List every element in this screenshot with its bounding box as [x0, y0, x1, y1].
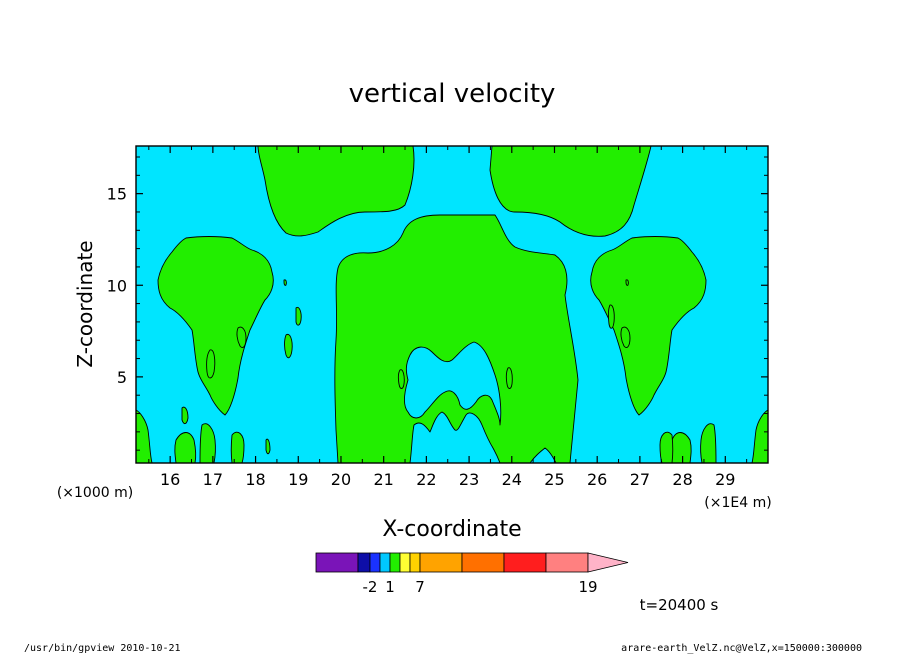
- colorbar: -2 1 7 19: [315, 552, 629, 596]
- region-small-left-2: [284, 333, 293, 359]
- colorbar-bin: [389, 552, 401, 573]
- region-small-center: [397, 369, 405, 389]
- y-axis-label: Z-coordinate: [73, 240, 97, 367]
- region-bottom-left-2: [174, 432, 197, 464]
- colorbar-extend-arrow: [587, 552, 629, 573]
- region-upper-left: [257, 145, 415, 237]
- region-small-right-2: [625, 279, 629, 286]
- x-tick-label: 18: [245, 470, 265, 489]
- x-unit-right: (×1E4 m): [704, 495, 771, 511]
- colorbar-bins: [315, 552, 629, 573]
- y-axis-ticks: 5 10 15: [107, 156, 768, 451]
- plot-area: 5 10 15 16 17 18 19 20 21 22 23 24 25 26 27 28 29: [107, 145, 769, 489]
- x-tick-label: 24: [502, 470, 522, 489]
- x-tick-label: 21: [373, 470, 393, 489]
- y-tick-label: 15: [107, 185, 127, 204]
- region-small-right-4: [505, 367, 513, 389]
- x-tick-label: 20: [331, 470, 351, 489]
- region-small-right-1: [607, 304, 615, 329]
- colorbar-labels: -2 1 7 19: [363, 578, 598, 596]
- x-tick-label: 23: [459, 470, 479, 489]
- colorbar-bin: [461, 552, 505, 573]
- region-left-lobe: [157, 236, 274, 416]
- x-unit-left: (×1000 m): [57, 485, 133, 501]
- region-upper-right: [489, 145, 652, 237]
- colorbar-label: 7: [415, 578, 425, 596]
- colorbar-bin: [409, 552, 421, 573]
- region-small-left-3: [295, 306, 302, 326]
- region-bottom-right-4: [659, 431, 674, 464]
- x-tick-label: 28: [672, 470, 692, 489]
- colorbar-bin: [545, 552, 589, 573]
- colorbar-bin: [357, 552, 371, 573]
- region-bottom-right-2: [669, 432, 692, 464]
- colorbar-bin: [379, 552, 391, 573]
- region-right-lobe: [590, 236, 707, 416]
- colorbar-bin: [399, 552, 411, 573]
- region-small-left-5: [265, 438, 271, 455]
- x-tick-label: 17: [203, 470, 223, 489]
- x-tick-label: 16: [160, 470, 180, 489]
- region-bottom-right-3: [700, 423, 717, 464]
- x-tick-label: 25: [544, 470, 564, 489]
- region-bottom-left-3: [199, 423, 216, 464]
- region-small-left-6: [283, 279, 287, 286]
- colorbar-bin: [369, 552, 381, 573]
- colorbar-label: 19: [578, 578, 597, 596]
- footer-right: arare-earth_VelZ.nc@VelZ,x=150000:300000: [621, 643, 862, 654]
- colorbar-bin: [503, 552, 547, 573]
- y-tick-label: 10: [107, 276, 127, 295]
- colorbar-bin: [315, 552, 359, 573]
- x-tick-label: 19: [288, 470, 308, 489]
- region-small-right-3: [620, 326, 631, 349]
- chart-title: vertical velocity: [349, 79, 556, 109]
- x-tick-label: 29: [715, 470, 735, 489]
- region-central-body: [334, 214, 579, 464]
- colorbar-label: -2: [363, 578, 378, 596]
- region-bottom-left-5: [181, 406, 189, 425]
- region-small-left-4: [206, 349, 216, 379]
- y-tick-label: 5: [117, 368, 127, 387]
- contour-regions: [135, 145, 769, 464]
- x-axis-label: X-coordinate: [382, 517, 521, 542]
- time-label: t=20400 s: [640, 596, 719, 614]
- colorbar-bin: [419, 552, 463, 573]
- region-bottom-left-4: [230, 431, 245, 464]
- x-tick-label: 26: [587, 470, 607, 489]
- region-small-left-1: [236, 326, 247, 349]
- x-tick-label: 27: [630, 470, 650, 489]
- plot-frame: [135, 145, 769, 464]
- footer-left: /usr/bin/gpview 2010-10-21: [24, 643, 181, 654]
- x-axis-ticks: 16 17 18 19 20 21 22 23 24 25 26 27 28 29: [148, 146, 748, 489]
- colorbar-label: 1: [385, 578, 395, 596]
- x-tick-label: 22: [416, 470, 436, 489]
